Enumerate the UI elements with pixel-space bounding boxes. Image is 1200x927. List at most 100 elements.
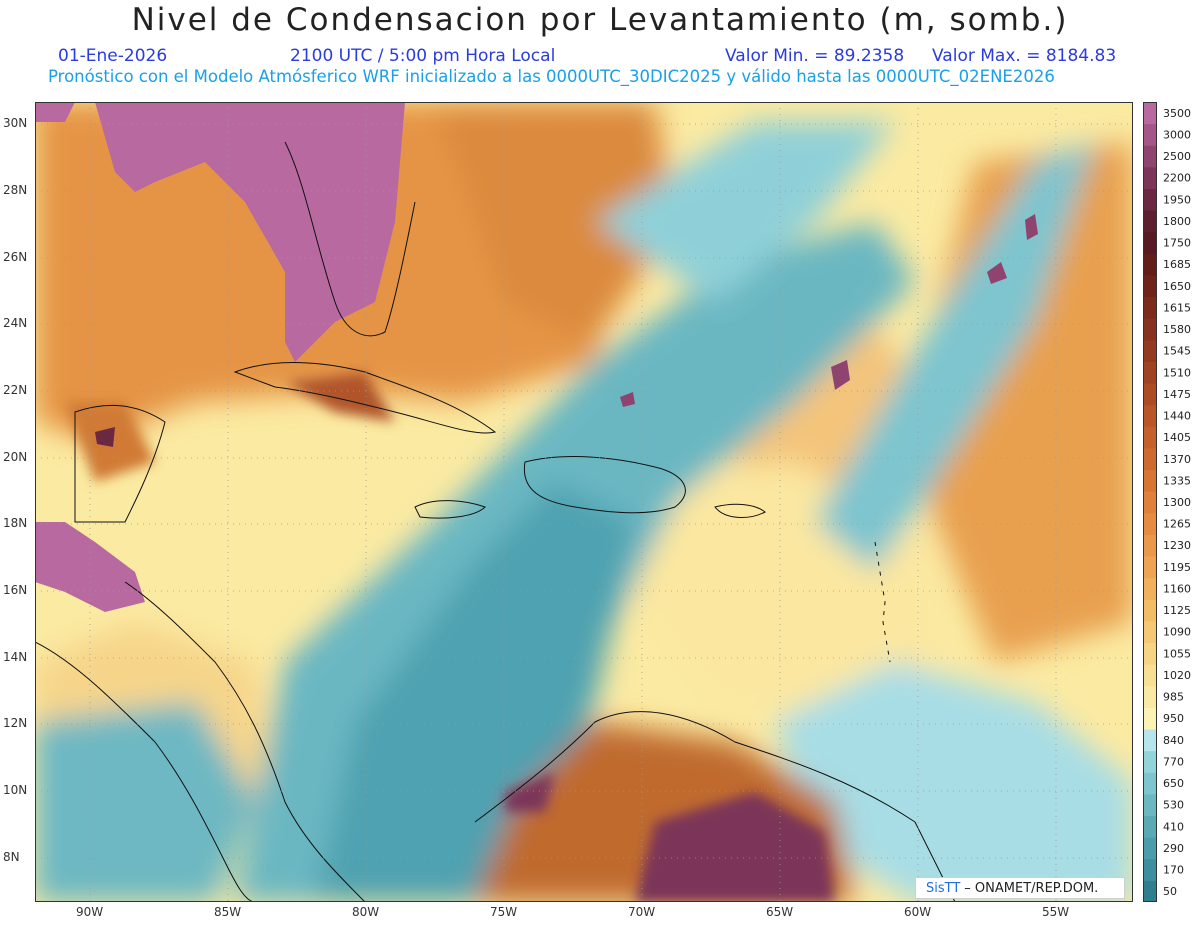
lat-label: 14N: [3, 650, 28, 664]
colorbar-swatch: [1143, 210, 1157, 233]
colorbar-swatch: [1143, 296, 1157, 319]
lcl-forecast-map: [35, 102, 1133, 902]
lat-label: 24N: [3, 316, 28, 330]
colorbar-swatch: [1143, 556, 1157, 579]
colorbar-label: 530: [1163, 799, 1184, 812]
purple-colombia: [505, 772, 555, 812]
purple-spot-ne-2: [1025, 214, 1038, 240]
lat-label: 18N: [3, 516, 28, 530]
colorbar-swatch: [1143, 793, 1157, 817]
colorbar-label: 1580: [1163, 323, 1191, 336]
colorbar-label: 1335: [1163, 474, 1191, 487]
lat-label: 28N: [3, 183, 28, 197]
colorbar-label: 1750: [1163, 237, 1191, 250]
lat-label: 10N: [3, 783, 28, 797]
colorbar-label: 950: [1163, 712, 1184, 725]
colorbar-label: 1615: [1163, 301, 1191, 314]
purple-spot-ne-1: [987, 262, 1007, 284]
lat-label: 12N: [3, 716, 28, 730]
colorbar-label: 1950: [1163, 193, 1191, 206]
florida-coast: [284, 141, 416, 337]
colorbar-label: 50: [1163, 885, 1177, 898]
colorbar-swatch: [1143, 664, 1157, 687]
colorbar-swatch: [1143, 318, 1157, 341]
colorbar-label: 1230: [1163, 539, 1191, 552]
forecast-time: 2100 UTC / 5:00 pm Hora Local: [290, 46, 556, 66]
colorbar-swatch: [1143, 253, 1157, 276]
colorbar-label: 1440: [1163, 410, 1191, 423]
colorbar-swatch: [1143, 707, 1157, 730]
colorbar-label: 1800: [1163, 215, 1191, 228]
lon-label: 65W: [766, 905, 794, 919]
colorbar-swatch: [1143, 383, 1157, 406]
colorbar-swatch: [1143, 469, 1157, 492]
colorbar-label: 985: [1163, 691, 1184, 704]
colorbar-swatch: [1143, 447, 1157, 471]
colorbar-swatch: [1143, 404, 1157, 427]
colorbar-swatch: [1143, 729, 1157, 752]
colorbar-swatch: [1143, 166, 1157, 189]
colorbar-label: 1090: [1163, 626, 1191, 639]
forecast-note: Pronóstico con el Modelo Atmósferico WRF…: [48, 67, 1055, 86]
lon-label: 85W: [214, 905, 242, 919]
map-frame: [35, 102, 1133, 902]
colorbar-label: 1685: [1163, 258, 1191, 271]
colorbar-swatch: [1143, 750, 1157, 773]
max-value-label: Valor Max. = 8184.83: [932, 46, 1117, 66]
colorbar-swatch: [1143, 858, 1157, 881]
colorbar-swatch: [1143, 512, 1157, 535]
colorbar-label: 1510: [1163, 366, 1191, 379]
teal-atlantic-band: [815, 142, 1095, 572]
colorbar-label: 1195: [1163, 561, 1191, 574]
lat-label: 22N: [3, 383, 28, 397]
credit-badge: SisTT – ONAMET/REP.DOM.: [915, 877, 1125, 899]
sistt-logo: SisTT: [926, 880, 961, 896]
cuba-coast: [233, 362, 497, 434]
lesser-antilles-coast: [874, 541, 891, 663]
colorbar-label: 2200: [1163, 172, 1191, 185]
lat-label: 20N: [3, 450, 28, 464]
yucatan-coast: [74, 404, 166, 523]
lon-label: 60W: [904, 905, 932, 919]
central-america-pacific-coast: [35, 641, 256, 902]
colorbar-swatch: [1143, 577, 1157, 600]
colorbar-swatch: [1143, 642, 1157, 665]
colorbar-swatch: [1143, 361, 1157, 384]
jamaica-coast: [414, 500, 486, 519]
lat-lon-grid: [35, 102, 1133, 902]
purple-spot-atlantic: [831, 360, 850, 390]
colorbar-swatch: [1143, 102, 1157, 125]
us-land-mask: [35, 102, 75, 122]
colorbar-label: 290: [1163, 842, 1184, 855]
colorbar-label: 1405: [1163, 431, 1191, 444]
colorbar-swatch: [1143, 837, 1157, 860]
lon-label: 70W: [628, 905, 656, 919]
light-teal-southeast: [775, 662, 1133, 902]
lat-label: 30N: [3, 116, 28, 130]
colorbar-swatch: [1143, 880, 1157, 902]
colorbar-label: 1370: [1163, 453, 1191, 466]
guatemala-land-mask: [35, 522, 145, 612]
purple-venezuela: [635, 792, 835, 902]
colorbar-swatch: [1143, 685, 1157, 708]
colorbar-label: 170: [1163, 864, 1184, 877]
colorbar-label: 650: [1163, 777, 1184, 790]
colorbar-swatch: [1143, 620, 1157, 644]
colorbar-label: 1265: [1163, 518, 1191, 531]
colorbar-label: 1125: [1163, 604, 1191, 617]
colorbar-label: 1055: [1163, 647, 1191, 660]
colorbar-swatch: [1143, 426, 1157, 449]
credit-text: – ONAMET/REP.DOM.: [964, 880, 1099, 896]
colorbar-swatch: [1143, 145, 1157, 168]
colorbar-label: 1020: [1163, 669, 1191, 682]
colorbar: 50 170 290 410 530 650 770 840 950 985 1020 1055 109…: [1143, 102, 1191, 902]
colorbar-label: 770: [1163, 755, 1184, 768]
lon-label: 80W: [352, 905, 380, 919]
lon-label: 75W: [490, 905, 518, 919]
colorbar-swatch: [1143, 123, 1157, 146]
teal-north-band: [595, 122, 895, 302]
hispaniola-coast: [523, 456, 686, 514]
orange-atlantic-west: [435, 102, 675, 342]
orange-cuba: [285, 372, 395, 422]
chart-title: Nivel de Condensacion por Levantamiento …: [131, 2, 1069, 38]
